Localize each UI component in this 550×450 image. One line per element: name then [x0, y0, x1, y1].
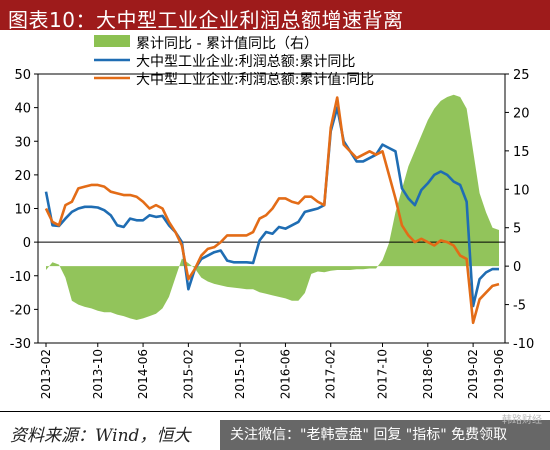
right-tick-label: 25 [513, 68, 530, 83]
series-line-1 [44, 106, 499, 308]
legend-swatch-area [94, 35, 130, 47]
legend-label: 大中型工业企业:利润总额:累计同比 [136, 53, 355, 70]
title-bar: 图表10：大中型工业企业利润总额增速背离 [0, 0, 550, 32]
x-tick-label: 2017-10 [376, 349, 390, 399]
x-tick-label: 2018-06 [421, 349, 435, 399]
legend-label: 累计同比 - 累计值同比（右） [136, 36, 318, 52]
right-tick-label: 0 [513, 260, 521, 275]
series-area-0 [46, 94, 499, 320]
left-tick-label: 10 [14, 203, 31, 218]
right-tick-label: 10 [513, 183, 530, 198]
left-tick-label: 0 [23, 236, 31, 251]
series-line-2 [44, 96, 500, 325]
watermark-banner: 关注微信："老韩壹盘" 回复 "指标" 免费领取 韩路财经 [220, 415, 550, 450]
left-tick-label: 40 [14, 102, 31, 117]
left-tick-label: 30 [14, 135, 31, 150]
x-tick-label: 2015-10 [233, 349, 247, 399]
x-tick-label: 2013-02 [39, 349, 53, 399]
x-tick-label: 2016-06 [278, 349, 292, 399]
source-divider [0, 411, 550, 412]
right-tick-label: -10 [513, 337, 534, 352]
left-tick-label: 20 [14, 169, 31, 184]
chart-area: -30 -20 -10 0 10 20 30 40 50 -10 -5 0 5 10 15 20 25 2013-… [10, 35, 534, 399]
chart-title: 图表10：大中型工业企业利润总额增速背离 [8, 8, 404, 32]
left-tick-label: -20 [10, 303, 31, 318]
x-tick-label: 2017-02 [324, 349, 338, 399]
x-tick-label: 2019-02 [466, 349, 480, 399]
x-tick-label: 2014-06 [136, 349, 150, 399]
watermark-logo: 韩路财经 [502, 415, 542, 426]
watermark-text: 关注微信："老韩壹盘" 回复 "指标" 免费领取 [230, 427, 508, 443]
left-tick-label: -10 [10, 270, 31, 285]
x-tick-label: 2015-02 [181, 349, 195, 399]
left-tick-label: -30 [10, 337, 31, 352]
x-tick-label: 2019-06 [492, 349, 506, 399]
left-tick-label: 50 [14, 68, 31, 83]
right-tick-label: 20 [513, 106, 530, 121]
right-tick-label: 5 [513, 222, 521, 237]
right-tick-label: -5 [513, 299, 526, 314]
x-tick-label: 2013-10 [91, 349, 105, 399]
legend-label: 大中型工业企业:利润总额:累计值:同比 [136, 71, 374, 88]
right-tick-label: 15 [513, 145, 530, 160]
source-note: 资料来源：Wind，恒大 [10, 426, 191, 446]
